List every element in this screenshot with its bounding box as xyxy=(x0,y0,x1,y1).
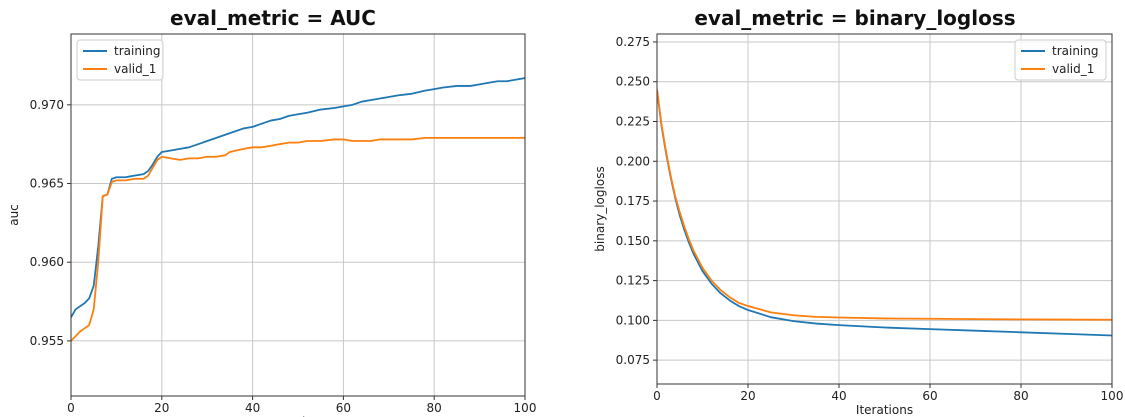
chart-2-x-tick-label: 60 xyxy=(922,389,937,403)
chart-1-y-tick-label: 0.970 xyxy=(30,98,64,112)
chart-1-x-tick-label: 40 xyxy=(245,401,260,415)
chart-1-y-tick-label: 0.955 xyxy=(30,334,64,348)
chart-2-x-tick-label: 40 xyxy=(831,389,846,403)
chart-2-y-tick-label: 0.175 xyxy=(616,194,650,208)
chart-1-x-tick-label: 100 xyxy=(514,401,537,415)
chart-1-legend-label-training: training xyxy=(114,44,161,58)
chart-2-x-axis-label: Iterations xyxy=(856,403,913,417)
chart-2-y-tick-label: 0.100 xyxy=(616,313,650,327)
chart-2-x-tick-label: 0 xyxy=(653,389,661,403)
chart-1-plot-frame xyxy=(70,33,526,397)
chart-1-x-axis-label: Iterations xyxy=(269,415,326,417)
chart-2-x-tick-label: 80 xyxy=(1013,389,1028,403)
chart-2-y-tick-label: 0.200 xyxy=(616,154,650,168)
chart-2-y-tick-label: 0.275 xyxy=(616,35,650,49)
chart-2-series-line-training xyxy=(657,89,1112,337)
chart-1-x-tick-label: 60 xyxy=(336,401,351,415)
chart-2-x-tick-label: 100 xyxy=(1101,389,1124,403)
chart-2-series-line-valid-1 xyxy=(657,89,1112,321)
chart-1-group: eval_metric = AUC 0 20 40 60 80 100 0.955 0.960 0… xyxy=(7,6,536,417)
chart-2-plot-frame xyxy=(656,33,1113,385)
chart-2-group: eval_metric = binary_logloss 0 20 40 60 80 100… xyxy=(593,6,1123,417)
chart-1-title: eval_metric = AUC xyxy=(170,6,376,30)
chart-1-series-line-valid-1 xyxy=(71,136,525,342)
chart-2-y-tick-label: 0.075 xyxy=(616,353,650,367)
chart-2-x-tick-label: 20 xyxy=(740,389,755,403)
chart-1-legend-label-valid-1: valid_1 xyxy=(114,62,156,76)
chart-2-legend-label-training: training xyxy=(1052,44,1099,58)
chart-2-y-tick-label: 0.150 xyxy=(616,234,650,248)
chart-2-title: eval_metric = binary_logloss xyxy=(694,6,1015,30)
chart-1-series-line-training xyxy=(71,77,525,318)
chart-1-x-tick-label: 80 xyxy=(427,401,442,415)
chart-1-y-tick-label: 0.960 xyxy=(30,255,64,269)
chart-2-legend-label-valid-1: valid_1 xyxy=(1052,62,1094,76)
chart-2-y-tick-label: 0.125 xyxy=(616,274,650,288)
chart-1-x-tick-label: 20 xyxy=(154,401,169,415)
chart-1-x-tick-label: 0 xyxy=(67,401,75,415)
chart-2-y-axis-label: binary_logloss xyxy=(593,166,607,251)
chart-1-y-axis-label: auc xyxy=(7,204,21,226)
chart-2-y-tick-label: 0.250 xyxy=(616,75,650,89)
chart-2-y-tick-label: 0.225 xyxy=(616,115,650,129)
chart-1-y-tick-label: 0.965 xyxy=(30,177,64,191)
